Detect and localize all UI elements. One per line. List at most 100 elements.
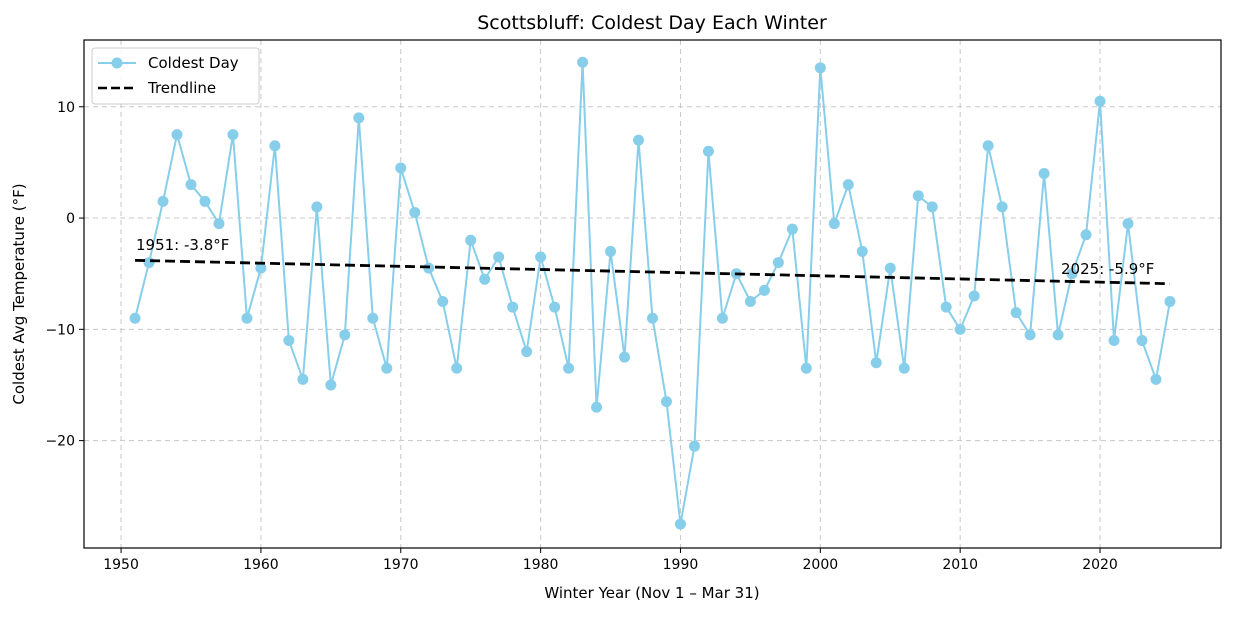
data-point-1971 (409, 206, 421, 218)
data-point-1990 (674, 518, 686, 530)
legend-coldest-day-label: Coldest Day (148, 54, 239, 72)
data-point-1983 (577, 56, 589, 68)
data-point-1992 (702, 145, 714, 157)
data-point-1999 (800, 362, 812, 374)
data-point-1974 (451, 362, 463, 374)
data-point-1984 (591, 401, 603, 413)
x-axis-ticks: 1950 1960 1970 1980 1990 2000 2010 2020 (103, 548, 1118, 573)
data-point-1957 (213, 218, 225, 230)
data-point-2016 (1038, 168, 1050, 180)
data-point-2003 (856, 245, 868, 257)
data-point-2021 (1108, 334, 1120, 346)
y-tick-label: 10 (57, 100, 75, 116)
x-tick-label: 1990 (663, 557, 699, 573)
data-point-2004 (870, 357, 882, 369)
data-point-1960 (255, 262, 267, 274)
data-point-1969 (381, 362, 393, 374)
annotation-end: 2025: -5.9°F (1061, 260, 1154, 278)
data-point-1977 (493, 251, 505, 263)
data-point-2025 (1164, 296, 1176, 308)
data-point-2000 (814, 62, 826, 74)
data-point-1995 (744, 296, 756, 308)
data-point-1991 (688, 440, 700, 452)
x-tick-label: 1960 (243, 557, 279, 573)
data-point-1951 (129, 312, 141, 324)
data-point-2002 (842, 179, 854, 191)
data-point-2020 (1094, 95, 1106, 107)
data-point-2006 (898, 362, 910, 374)
data-point-2018 (1066, 268, 1078, 280)
data-point-2019 (1080, 229, 1092, 241)
data-point-2009 (940, 301, 952, 313)
data-point-1982 (563, 362, 575, 374)
data-point-1956 (199, 195, 211, 207)
data-point-1976 (479, 273, 491, 285)
data-point-1964 (311, 201, 323, 213)
data-point-1988 (647, 312, 658, 324)
data-point-1961 (269, 140, 281, 152)
data-point-2017 (1052, 329, 1064, 341)
data-point-2008 (926, 201, 938, 213)
data-point-1979 (521, 346, 533, 358)
data-point-2010 (954, 323, 966, 335)
data-point-1993 (716, 312, 728, 324)
data-point-1997 (772, 257, 784, 269)
data-point-1996 (758, 284, 770, 296)
data-point-2015 (1024, 329, 1036, 341)
data-point-2007 (912, 190, 924, 202)
y-axis-label: Coldest Avg Temperature (°F) (10, 183, 28, 404)
data-point-1952 (143, 257, 155, 269)
trendline (135, 258, 1170, 286)
x-tick-label: 2020 (1082, 557, 1118, 573)
data-point-1959 (241, 312, 253, 324)
plot-frame (83, 39, 1222, 549)
data-point-1989 (660, 396, 672, 408)
x-tick-label: 1950 (103, 557, 139, 573)
data-point-2013 (996, 201, 1008, 213)
data-point-1955 (185, 179, 197, 191)
data-point-1962 (283, 334, 295, 346)
data-point-1987 (633, 134, 645, 146)
data-point-2012 (982, 140, 994, 152)
data-point-1973 (437, 296, 449, 308)
data-point-1963 (297, 373, 309, 385)
data-point-1970 (395, 162, 407, 174)
y-tick-label: 0 (66, 211, 75, 227)
legend: Coldest Day Trendline (91, 47, 260, 105)
legend-trendline-label: Trendline (147, 79, 216, 97)
y-tick-label: −20 (45, 434, 75, 450)
y-axis-ticks: −20 −10 0 10 (45, 100, 84, 450)
x-tick-label: 1970 (383, 557, 419, 573)
data-point-2014 (1010, 307, 1022, 319)
chart-title: Scottsbluff: Coldest Day Each Winter (477, 12, 827, 34)
legend-coldest-day-marker (111, 57, 123, 69)
data-point-2005 (884, 262, 896, 274)
annotation-start: 1951: -3.8°F (136, 236, 229, 254)
data-point-1965 (325, 379, 337, 391)
data-point-1954 (171, 129, 183, 141)
x-axis-label: Winter Year (Nov 1 – Mar 31) (544, 584, 759, 602)
data-point-1968 (367, 312, 379, 324)
data-point-1998 (786, 223, 798, 235)
trendline-line (135, 258, 1170, 286)
data-point-2023 (1136, 334, 1148, 346)
data-point-1981 (549, 301, 561, 313)
data-point-1975 (465, 234, 477, 246)
data-point-2022 (1122, 218, 1134, 230)
data-point-1958 (227, 129, 239, 141)
data-point-2001 (828, 218, 840, 230)
data-point-1980 (535, 251, 547, 263)
data-point-1978 (507, 301, 519, 313)
y-tick-label: −10 (45, 322, 75, 338)
coldest-day-line (134, 62, 1171, 525)
x-tick-label: 1980 (523, 557, 559, 573)
data-point-1967 (353, 112, 365, 124)
data-point-1953 (157, 195, 169, 207)
data-point-2011 (968, 290, 980, 302)
coldest-day-series (129, 56, 1176, 530)
x-tick-label: 2010 (942, 557, 978, 573)
x-tick-label: 2000 (803, 557, 839, 573)
data-point-2024 (1150, 373, 1162, 385)
data-point-1966 (339, 329, 351, 341)
